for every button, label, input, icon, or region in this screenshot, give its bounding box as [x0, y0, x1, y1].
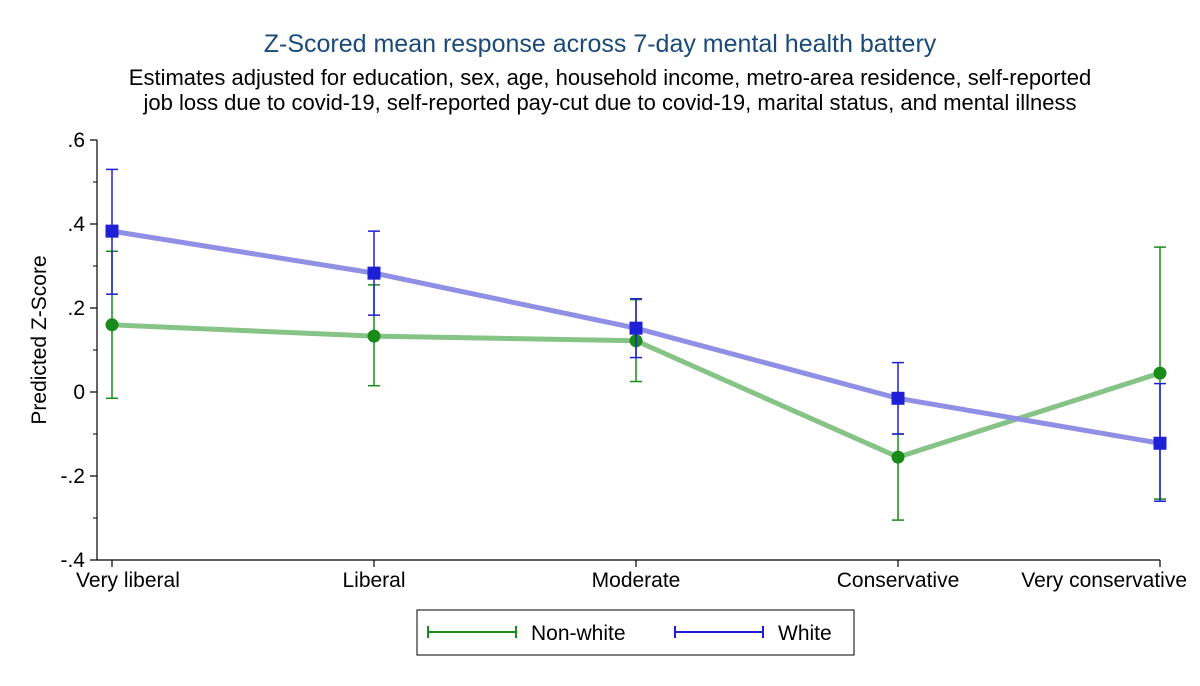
- legend-non-white-label: Non-white: [531, 622, 626, 645]
- non-white-point: [891, 450, 905, 464]
- white-point: [1153, 436, 1167, 450]
- y-tick-label: .4: [67, 213, 85, 236]
- non-white-point: [1153, 366, 1167, 380]
- y-axis-title: Predicted Z-Score: [28, 255, 51, 424]
- y-tick-label: 0: [73, 381, 85, 404]
- white-point: [629, 321, 643, 335]
- chart-subtitle-line-2: job loss due to covid-19, self-reported …: [142, 90, 1076, 115]
- x-tick-label: Very liberal: [76, 569, 180, 592]
- y-tick-label: -.4: [60, 549, 85, 572]
- y-tick-label: -.2: [60, 465, 85, 488]
- chart-subtitle-line-1: Estimates adjusted for education, sex, a…: [129, 65, 1091, 90]
- legend: Non-white White: [416, 609, 855, 656]
- white-point: [891, 391, 905, 405]
- x-tick-label: Liberal: [342, 569, 405, 592]
- chart-title: Z-Scored mean response across 7-day ment…: [264, 30, 937, 58]
- white-point: [105, 224, 119, 238]
- plot-area: -.4 -.2 0 .2 .4 .6 Very liberal Liberal Moderate…: [60, 129, 1187, 592]
- white-point: [367, 266, 381, 280]
- x-tick-label: Moderate: [592, 569, 681, 592]
- y-tick-label: .6: [67, 129, 85, 152]
- non-white-point: [105, 318, 119, 332]
- legend-white-label: White: [778, 622, 832, 645]
- y-tick-label: .2: [67, 297, 85, 320]
- non-white-point: [367, 329, 381, 343]
- x-tick-label: Very conservative: [1021, 569, 1187, 592]
- x-tick-label: Conservative: [837, 569, 960, 592]
